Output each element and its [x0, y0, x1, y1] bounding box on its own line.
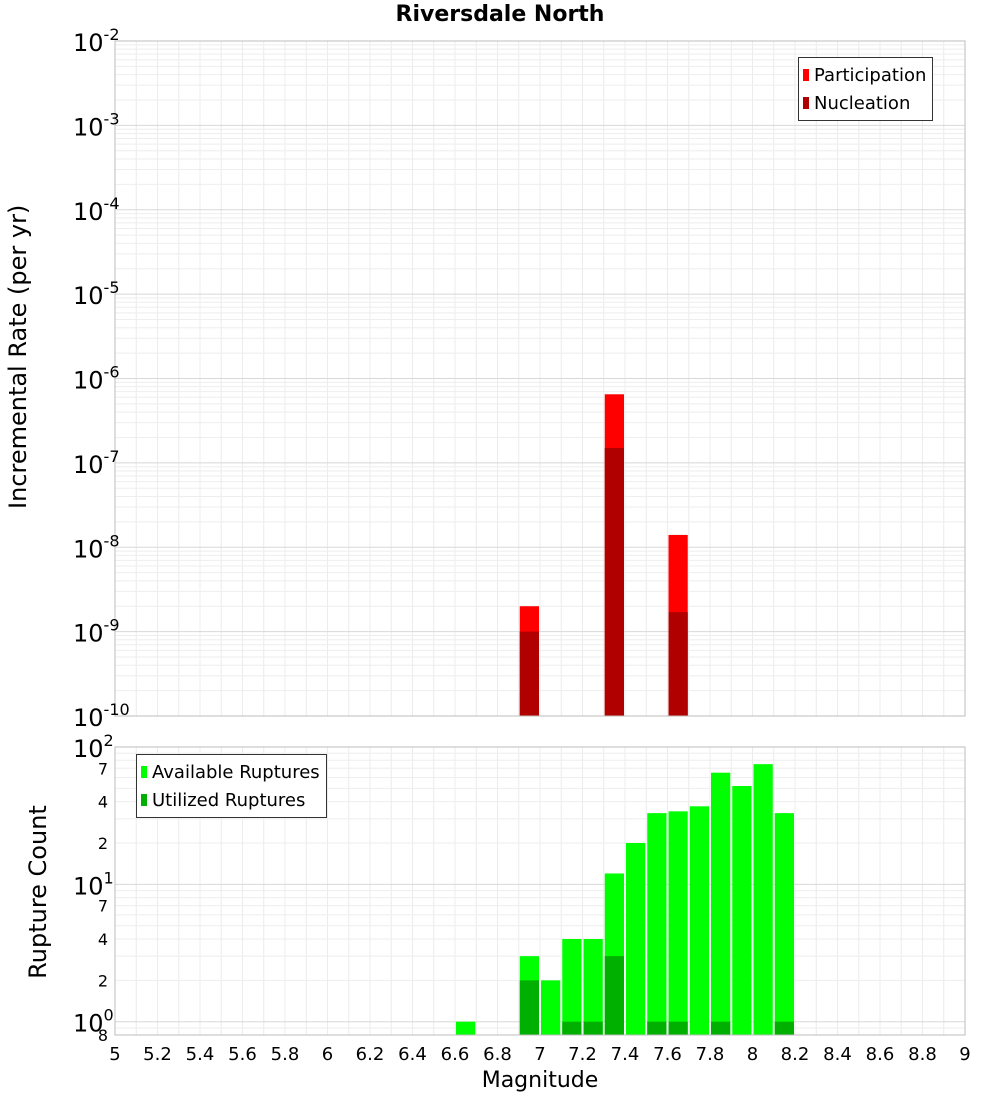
legend-label-nucleation: Nucleation: [814, 92, 911, 114]
bottom-plot-frame: [114, 746, 966, 1036]
nucleation-swatch: [803, 97, 809, 109]
top-y-tick-label: 10-9: [73, 616, 120, 648]
x-tick-label: 8.2: [781, 1044, 810, 1065]
nucleation-bar: [519, 631, 539, 716]
top-y-tick-label: 10-5: [73, 278, 120, 310]
utilized-ruptures-bar: [647, 1021, 667, 1035]
available-ruptures-bar: [774, 813, 794, 1035]
available-ruptures-bar: [668, 811, 688, 1035]
top-y-tick-label: 10-7: [73, 447, 120, 479]
x-tick-label: 9: [959, 1044, 970, 1065]
bottom-y-tick-label: 100: [73, 1006, 114, 1038]
x-axis-label: Magnitude: [481, 1068, 599, 1093]
available-ruptures-bar: [753, 764, 773, 1035]
available-ruptures-bar: [583, 939, 603, 1035]
utilized-ruptures-bar: [519, 980, 539, 1035]
x-tick-label: 8.6: [866, 1044, 895, 1065]
bottom-y-minor-tick-label: 7: [98, 759, 108, 778]
x-tick-label: 7: [534, 1044, 545, 1065]
legend-label-utilized: Utilized Ruptures: [152, 789, 306, 811]
top-y-tick-label: 10-4: [73, 194, 120, 226]
utilized-ruptures-bar: [774, 1021, 794, 1035]
x-tick-label: 6.4: [398, 1044, 427, 1065]
top-legend: Participation Nucleation: [798, 57, 934, 121]
available-ruptures-bar: [689, 806, 709, 1035]
x-tick-label: 5: [109, 1044, 120, 1065]
utilized-ruptures-bar: [711, 1021, 731, 1035]
bottom-y-tick-label: 102: [73, 731, 114, 763]
top-y-tick-label: 10-2: [73, 25, 120, 57]
bottom-y-minor-tick-label: 4: [98, 793, 108, 812]
available-swatch: [141, 766, 147, 778]
x-tick-label: 5.4: [186, 1044, 215, 1065]
bottom-y-minor-tick-label: 7: [98, 897, 108, 916]
x-tick-label: 7.4: [611, 1044, 640, 1065]
bottom-y-minor-tick-label: 4: [98, 930, 108, 949]
available-ruptures-bar: [456, 1021, 476, 1035]
bottom-y-axis-label: Rupture Count: [24, 805, 52, 979]
utilized-ruptures-bar: [668, 1021, 688, 1035]
legend-item-participation: Participation: [803, 61, 926, 89]
legend-label-participation: Participation: [814, 64, 927, 86]
legend-item-nucleation: Nucleation: [803, 89, 926, 117]
top-plot-frame: [114, 40, 966, 717]
chart-title: Riversdale North: [395, 2, 605, 27]
bottom-y-minor-tick-label: 2: [98, 834, 108, 853]
legend-item-utilized: Utilized Ruptures: [141, 786, 320, 814]
x-tick-label: 7.6: [653, 1044, 682, 1065]
bottom-y-minor-tick-label: 2: [98, 971, 108, 990]
x-tick-label: 8.4: [823, 1044, 852, 1065]
x-tick-label: 7.8: [696, 1044, 725, 1065]
bottom-y-minor-tick-label: 8: [98, 1026, 108, 1045]
available-ruptures-bar: [541, 980, 561, 1035]
top-y-axis-label: Incremental Rate (per yr): [4, 204, 32, 509]
available-ruptures-bar: [647, 813, 667, 1035]
x-tick-label: 6.2: [356, 1044, 385, 1065]
x-tick-label: 8.8: [908, 1044, 937, 1065]
top-y-tick-label: 10-6: [73, 363, 120, 395]
x-tick-label: 7.2: [568, 1044, 597, 1065]
utilized-ruptures-bar: [562, 1021, 582, 1035]
x-tick-label: 5.2: [143, 1044, 172, 1065]
x-tick-label: 6.6: [441, 1044, 470, 1065]
available-ruptures-bar: [732, 786, 752, 1035]
utilized-swatch: [141, 794, 147, 806]
x-tick-label: 8: [747, 1044, 758, 1065]
x-tick-label: 6: [322, 1044, 333, 1065]
available-ruptures-bar: [562, 939, 582, 1035]
utilized-ruptures-bar: [583, 1021, 603, 1035]
top-y-tick-label: 10-8: [73, 531, 120, 563]
utilized-ruptures-bar: [604, 956, 624, 1035]
nucleation-bar: [604, 448, 624, 716]
legend-label-available: Available Ruptures: [152, 761, 320, 783]
x-tick-label: 5.6: [228, 1044, 257, 1065]
legend-item-available: Available Ruptures: [141, 758, 320, 786]
available-ruptures-bar: [711, 772, 731, 1035]
nucleation-bar: [668, 612, 688, 716]
bottom-legend: Available Ruptures Utilized Ruptures: [136, 754, 327, 818]
x-tick-label: 5.8: [271, 1044, 300, 1065]
participation-swatch: [803, 69, 809, 81]
available-ruptures-bar: [626, 843, 646, 1035]
top-y-tick-label: 10-3: [73, 109, 120, 141]
x-tick-label: 6.8: [483, 1044, 512, 1065]
bottom-y-tick-label: 101: [73, 868, 114, 900]
top-y-tick-label: 10-10: [73, 700, 130, 732]
